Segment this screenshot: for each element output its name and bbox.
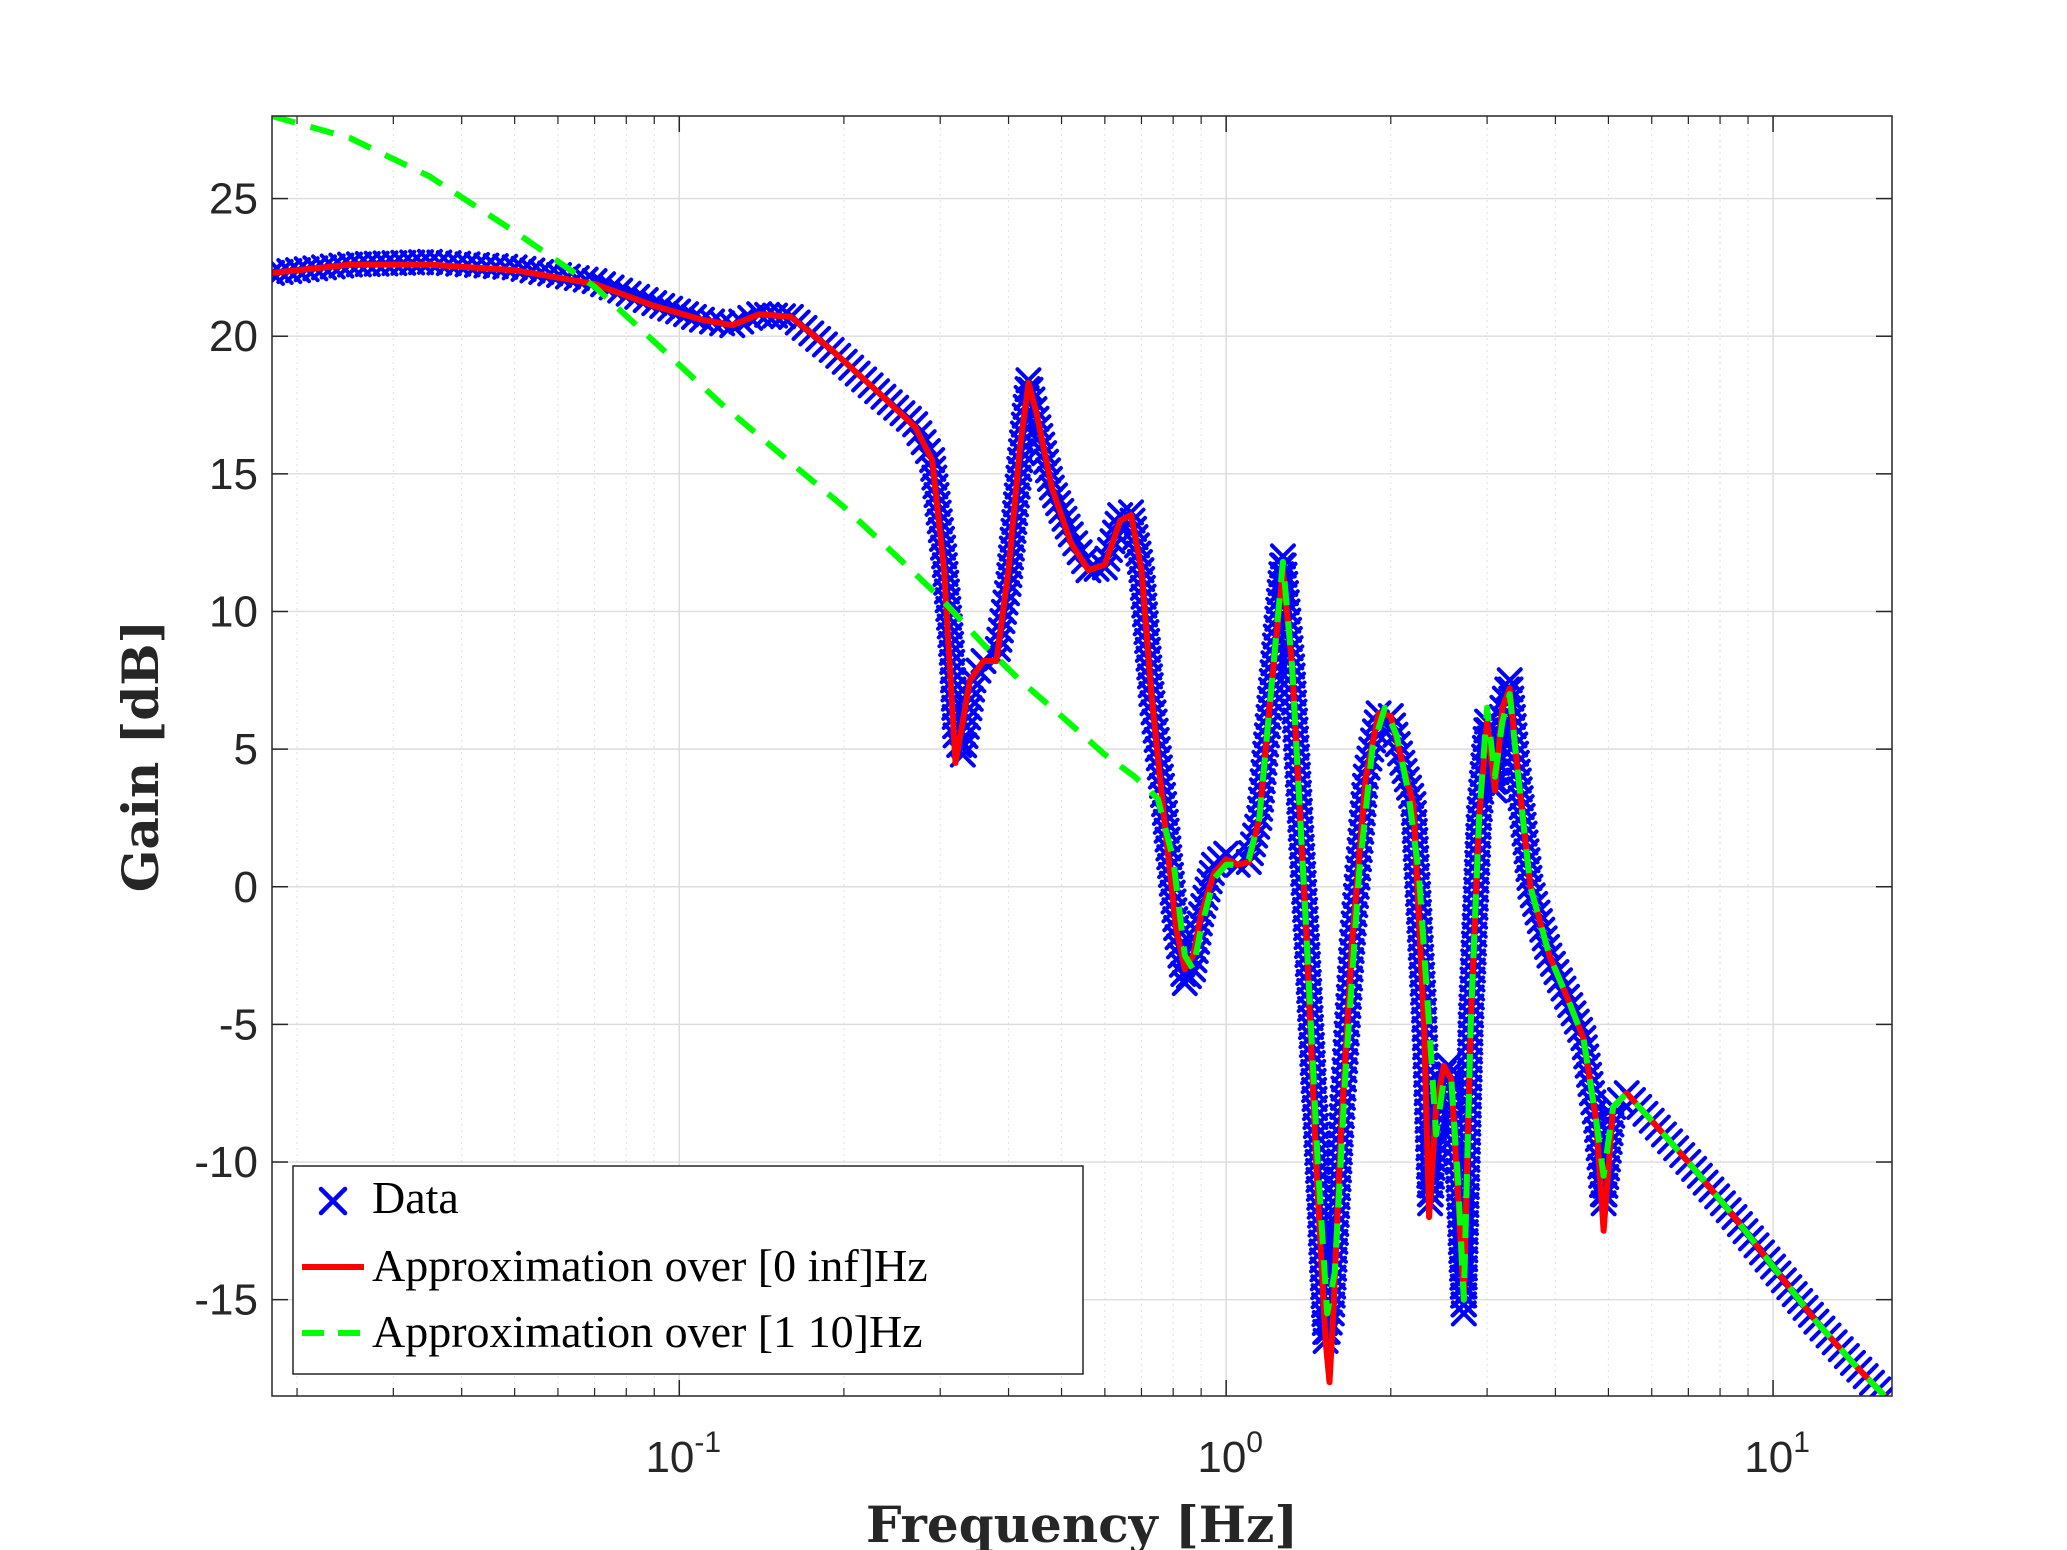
y-tick-labels: -15 -10 -5 0 5 10 15 20 25: [194, 175, 258, 1325]
series-layer: [272, 116, 1892, 1396]
legend-marker-data: [318, 1186, 348, 1216]
legend-item-approx-full: Approximation over [0 inf]Hz: [302, 1240, 928, 1291]
legend-box: [292, 1165, 1084, 1375]
axis-ticks: [272, 116, 1892, 1396]
data-point: [1450, 1300, 1477, 1327]
x-tick-label: 100: [1197, 1426, 1263, 1482]
y-axis-title: Gain [dB]: [111, 620, 170, 892]
x-tick-label: 10-1: [645, 1426, 721, 1482]
legend: Data Approximation over [0 inf]Hz Approx…: [292, 1165, 1084, 1375]
x-tick-label-exponent: -1: [694, 1426, 721, 1459]
x-tick-label-exponent: 1: [1793, 1426, 1810, 1459]
data-point: [1451, 1291, 1478, 1318]
plot-area-border: [271, 115, 1893, 1397]
y-tick-label: 15: [209, 450, 258, 499]
y-tick-label: 5: [234, 725, 258, 774]
y-tick-label: 20: [209, 312, 258, 361]
x-tick-labels: 10-1 100 101: [645, 1426, 1809, 1482]
legend-item-data: Data: [318, 1172, 459, 1223]
legend-item-approx-band: Approximation over [1 10]Hz: [302, 1306, 923, 1357]
legend-label-approx-band: Approximation over [1 10]Hz: [372, 1306, 923, 1357]
y-tick-label: -10: [194, 1138, 258, 1187]
legend-label-approx-full: Approximation over [0 inf]Hz: [372, 1240, 928, 1291]
y-tick-label: 10: [209, 587, 258, 636]
y-tick-label: -15: [194, 1276, 258, 1325]
x-tick-label-exponent: 0: [1246, 1426, 1263, 1459]
x-tick-label-base: 10: [1744, 1433, 1793, 1482]
x-tick-label-base: 10: [1197, 1433, 1246, 1482]
y-tick-label: -5: [219, 1000, 258, 1049]
y-tick-label: 0: [234, 863, 258, 912]
x-axis-title: Frequency [Hz]: [866, 1495, 1298, 1550]
x-tick-label-base: 10: [645, 1433, 694, 1482]
major-grid: [272, 116, 1892, 1396]
legend-x-marker: [318, 1186, 348, 1216]
legend-label-data: Data: [372, 1172, 459, 1223]
x-tick-label: 101: [1744, 1426, 1810, 1482]
y-tick-label: 25: [209, 175, 258, 224]
